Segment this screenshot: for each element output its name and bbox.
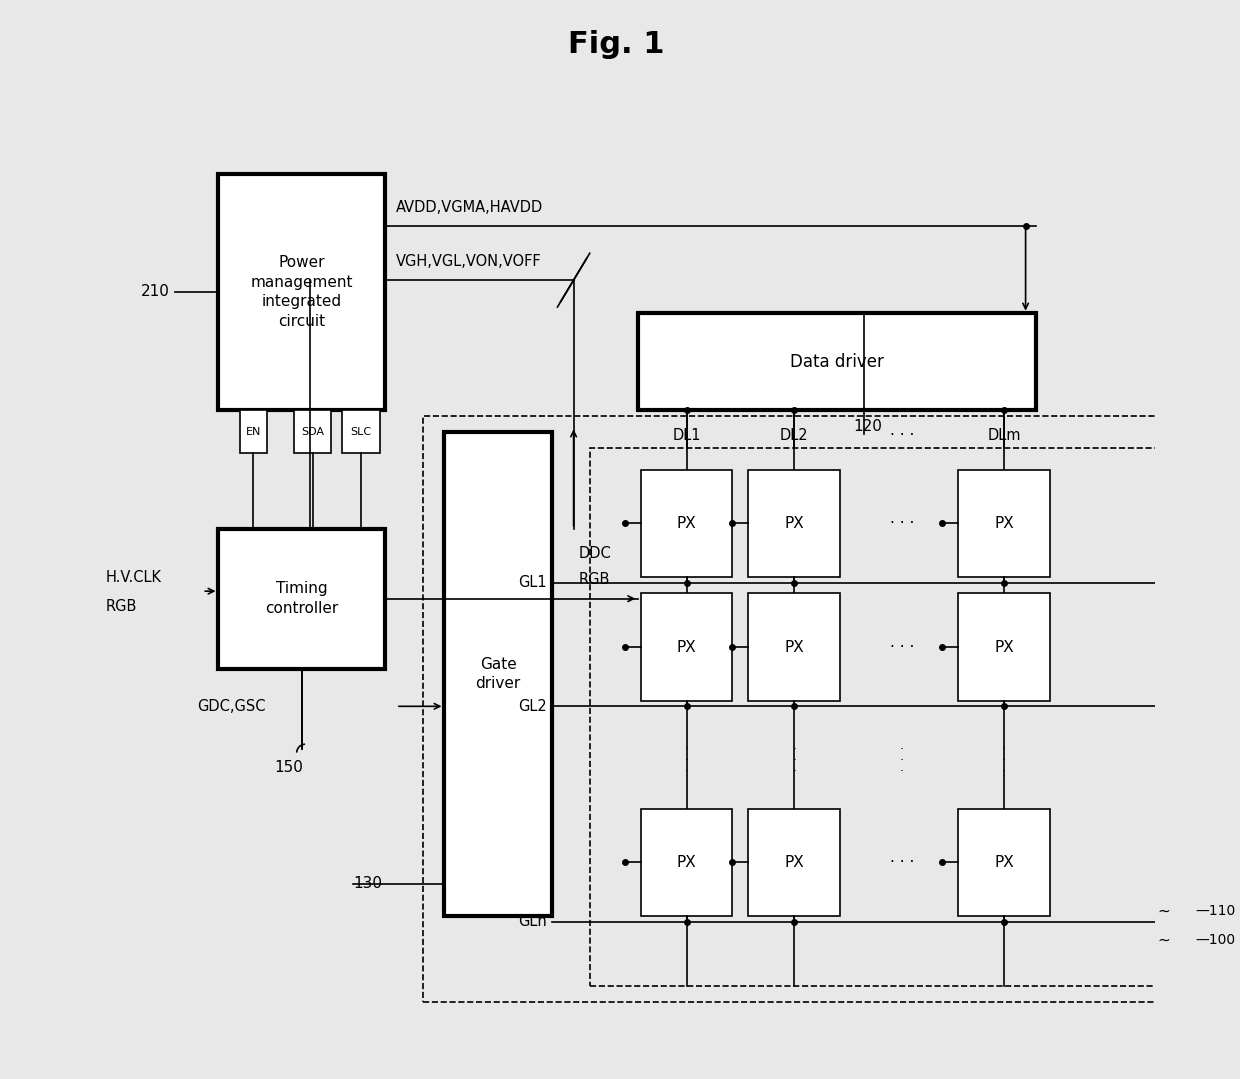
Text: 150: 150 bbox=[274, 760, 303, 775]
Text: Timing
controller: Timing controller bbox=[265, 582, 339, 616]
Bar bbox=[959, 469, 1050, 577]
Text: 210: 210 bbox=[141, 285, 170, 300]
Bar bbox=[590, 448, 1177, 986]
Bar bbox=[641, 593, 733, 701]
Text: DL1: DL1 bbox=[672, 427, 701, 442]
Bar bbox=[749, 808, 839, 916]
Text: Fig. 1: Fig. 1 bbox=[568, 30, 665, 59]
Bar bbox=[641, 808, 733, 916]
Text: GDC,GSC: GDC,GSC bbox=[197, 699, 265, 714]
Bar bbox=[423, 415, 1198, 1002]
Text: PX: PX bbox=[994, 855, 1014, 870]
Bar bbox=[641, 469, 733, 577]
Bar bbox=[444, 432, 552, 916]
Text: SDA: SDA bbox=[301, 427, 324, 437]
Text: Gate
driver: Gate driver bbox=[476, 657, 521, 692]
Text: —110: —110 bbox=[1195, 904, 1236, 918]
Bar bbox=[749, 469, 839, 577]
Text: PX: PX bbox=[677, 640, 697, 655]
Text: PX: PX bbox=[677, 516, 697, 531]
Text: DDC: DDC bbox=[579, 546, 611, 561]
Text: H.V.CLK: H.V.CLK bbox=[105, 570, 161, 585]
Text: Data driver: Data driver bbox=[790, 353, 884, 371]
Text: 130: 130 bbox=[353, 876, 382, 891]
Text: PX: PX bbox=[785, 640, 804, 655]
Text: · · ·: · · · bbox=[889, 516, 914, 531]
Text: GLn: GLn bbox=[518, 914, 547, 929]
Bar bbox=[342, 410, 379, 453]
Text: VGH,VGL,VON,VOFF: VGH,VGL,VON,VOFF bbox=[396, 255, 542, 270]
Text: RGB: RGB bbox=[579, 572, 610, 587]
Bar bbox=[218, 174, 386, 410]
Text: PX: PX bbox=[677, 855, 697, 870]
Text: Power
management
integrated
circuit: Power management integrated circuit bbox=[250, 255, 353, 329]
Text: PX: PX bbox=[994, 640, 1014, 655]
Text: PX: PX bbox=[994, 516, 1014, 531]
Text: · · ·: · · · bbox=[889, 855, 914, 870]
Text: RGB: RGB bbox=[105, 599, 136, 614]
Bar bbox=[749, 593, 839, 701]
Bar bbox=[959, 808, 1050, 916]
Text: ~: ~ bbox=[1157, 932, 1169, 947]
Text: ·
·
·: · · · bbox=[684, 742, 688, 778]
Text: EN: EN bbox=[246, 427, 262, 437]
Text: PX: PX bbox=[785, 855, 804, 870]
Bar bbox=[241, 410, 267, 453]
Text: 120: 120 bbox=[853, 419, 883, 434]
Bar bbox=[639, 314, 1037, 410]
Text: DL2: DL2 bbox=[780, 427, 808, 442]
Text: ·
·
·: · · · bbox=[900, 742, 904, 778]
Text: ·
·
·: · · · bbox=[792, 742, 796, 778]
Bar bbox=[294, 410, 331, 453]
Text: · · ·: · · · bbox=[889, 640, 914, 655]
Text: GL2: GL2 bbox=[518, 699, 547, 714]
Text: · · ·: · · · bbox=[889, 427, 914, 442]
Bar bbox=[959, 593, 1050, 701]
Text: PX: PX bbox=[785, 516, 804, 531]
Text: DLm: DLm bbox=[987, 427, 1021, 442]
Text: GL1: GL1 bbox=[518, 575, 547, 590]
Text: ·
·
·: · · · bbox=[1002, 742, 1006, 778]
Bar bbox=[218, 529, 386, 669]
Text: ~: ~ bbox=[1157, 903, 1169, 918]
Text: —100: —100 bbox=[1195, 933, 1236, 947]
Text: SLC: SLC bbox=[351, 427, 372, 437]
Text: AVDD,VGMA,HAVDD: AVDD,VGMA,HAVDD bbox=[396, 200, 543, 215]
